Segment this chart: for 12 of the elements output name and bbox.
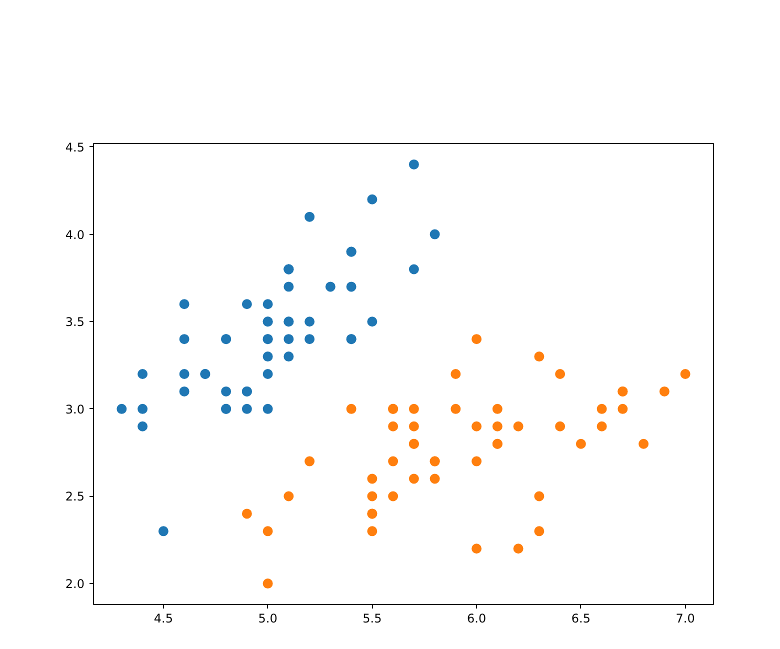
y-tick-label: 2.0 bbox=[65, 577, 85, 592]
x-tick-label: 5.0 bbox=[258, 612, 278, 626]
x-tick-label: 7.0 bbox=[676, 612, 695, 626]
x-tick-label: 6.5 bbox=[571, 612, 590, 626]
y-tick-label: 3.5 bbox=[65, 315, 85, 330]
y-tick-label: 4.0 bbox=[65, 228, 85, 242]
x-tick-label: 4.5 bbox=[154, 612, 173, 626]
y-tick-label: 2.5 bbox=[65, 490, 85, 504]
y-tick-label: 3.0 bbox=[65, 402, 85, 416]
x-tick-label: 6.0 bbox=[467, 612, 486, 626]
y-tick-label: 4.5 bbox=[65, 140, 85, 154]
x-tick-label: 5.5 bbox=[362, 612, 382, 626]
